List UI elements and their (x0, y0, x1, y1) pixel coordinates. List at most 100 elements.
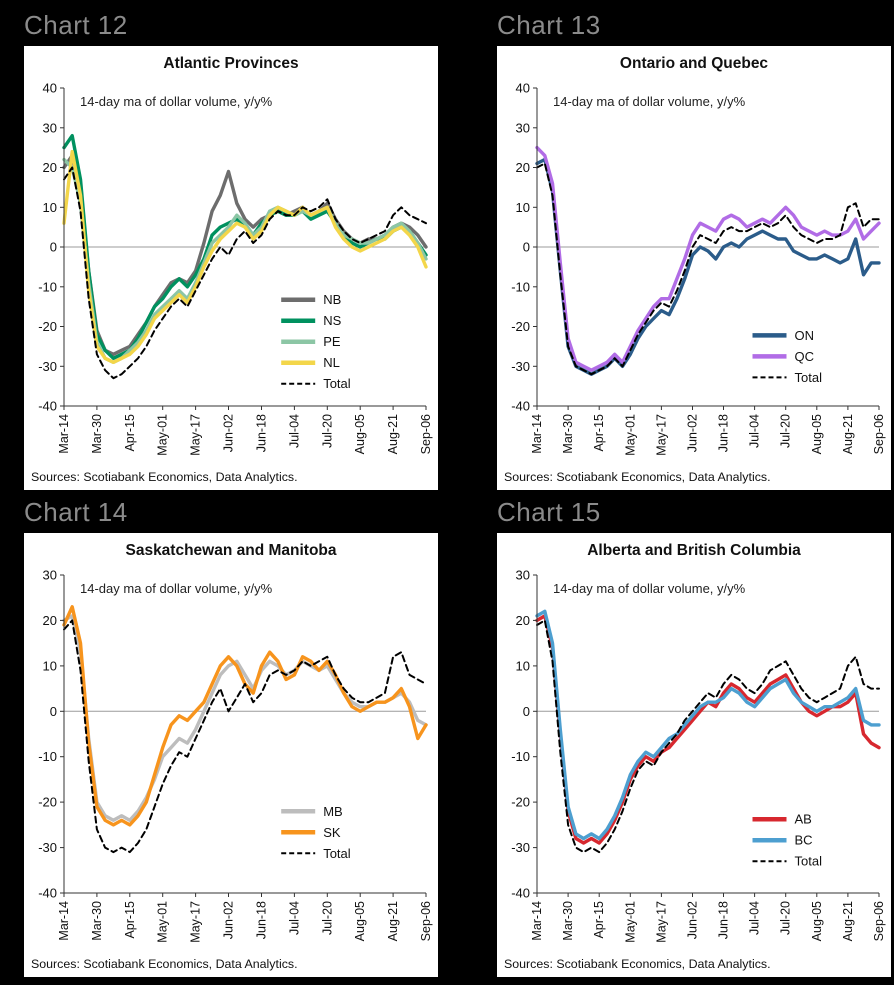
chart-15-header: Chart 15 (497, 497, 601, 527)
chart-12-subtitle: 14-day ma of dollar volume, y/y% (80, 94, 273, 109)
chart-14-panel: Saskatchewan and Manitoba 14-day ma of d… (24, 533, 438, 977)
y-tick-label: -30 (511, 840, 530, 855)
y-tick-label: 30 (516, 568, 530, 583)
y-tick-label: 10 (516, 658, 530, 673)
chart-14-title: Saskatchewan and Manitoba (125, 542, 337, 559)
x-tick-label: Apr-15 (592, 414, 606, 452)
x-tick-label: Apr-15 (592, 901, 606, 939)
x-tick-label: May-01 (156, 901, 170, 943)
legend-label-total: Total (323, 846, 351, 861)
chart-13-title: Ontario and Quebec (619, 55, 769, 72)
legend-label-mb: MB (323, 804, 343, 819)
y-tick-label: 20 (516, 160, 530, 175)
x-tick-label: Sep-06 (419, 901, 433, 941)
y-tick-label: 0 (523, 240, 530, 255)
x-tick-label: May-17 (189, 901, 203, 943)
y-tick-label: 20 (43, 160, 57, 175)
y-tick-label: 40 (43, 81, 57, 96)
y-tick-label: 10 (516, 200, 530, 215)
y-tick-label: -20 (38, 795, 57, 810)
y-tick-label: 0 (50, 240, 57, 255)
chart-12-title: Atlantic Provinces (163, 55, 299, 72)
y-tick-label: -30 (38, 359, 57, 374)
chart-14-header: Chart 14 (24, 497, 128, 527)
y-tick-label: -10 (511, 749, 530, 764)
series-line-mb (62, 614, 428, 822)
x-tick-label: Aug-05 (353, 901, 367, 941)
y-tick-label: 30 (516, 120, 530, 135)
chart-15-block: Chart 15 Alberta and British Columbia 14… (497, 497, 891, 977)
legend-label-nl: NL (323, 355, 340, 370)
y-tick-label: -40 (511, 399, 530, 414)
y-tick-label: 10 (43, 658, 57, 673)
chart-13-subtitle: 14-day ma of dollar volume, y/y% (553, 94, 746, 109)
chart-13-header: Chart 13 (497, 10, 601, 40)
x-tick-label: Mar-30 (90, 901, 104, 941)
x-tick-label: Jun-18 (717, 414, 731, 452)
x-tick-label: Aug-21 (841, 414, 855, 454)
y-tick-label: -30 (38, 840, 57, 855)
x-tick-label: Mar-30 (561, 901, 575, 941)
series-line-qc (535, 145, 881, 372)
x-tick-label: Jul-20 (779, 414, 793, 448)
y-tick-label: 20 (43, 613, 57, 628)
x-tick-label: Aug-05 (810, 901, 824, 941)
legend-label-bc: BC (795, 833, 813, 848)
x-tick-label: Aug-21 (841, 901, 855, 941)
chart-14-sources: Sources: Scotiabank Economics, Data Anal… (31, 957, 298, 971)
x-tick-label: Jun-02 (222, 901, 236, 939)
series-line-sk (62, 605, 428, 827)
y-tick-label: -40 (511, 886, 530, 901)
chart-12-block: Chart 12 Atlantic Provinces 14-day ma of… (24, 10, 438, 490)
y-tick-label: -10 (511, 279, 530, 294)
y-tick-label: 30 (43, 120, 57, 135)
x-tick-label: Jun-02 (222, 414, 236, 452)
y-tick-label: -30 (511, 359, 530, 374)
series-line-total (63, 619, 427, 854)
legend-label-total: Total (323, 376, 351, 391)
chart-12-header: Chart 12 (24, 10, 128, 40)
x-tick-label: Jul-20 (779, 901, 793, 935)
series-line-bc (535, 609, 881, 841)
series-line-nb (62, 153, 428, 356)
legend-label-nb: NB (323, 292, 341, 307)
legend-label-sk: SK (323, 825, 341, 840)
x-tick-label: Jul-04 (748, 414, 762, 448)
y-tick-label: 0 (523, 704, 530, 719)
chart-14-subtitle: 14-day ma of dollar volume, y/y% (80, 581, 273, 596)
series-line-on (535, 157, 881, 376)
chart-15-subtitle: 14-day ma of dollar volume, y/y% (553, 581, 746, 596)
x-tick-label: Jun-18 (717, 901, 731, 939)
y-tick-label: 10 (43, 200, 57, 215)
x-tick-label: Aug-05 (810, 414, 824, 454)
y-tick-label: -20 (38, 319, 57, 334)
chart-13-sources: Sources: Scotiabank Economics, Data Anal… (504, 470, 771, 484)
x-tick-label: Jul-20 (320, 901, 334, 935)
y-tick-label: -20 (511, 795, 530, 810)
x-tick-label: Sep-06 (419, 414, 433, 454)
x-tick-label: May-17 (654, 414, 668, 456)
y-tick-label: -10 (38, 279, 57, 294)
x-tick-label: Jun-18 (255, 901, 269, 939)
x-tick-label: Mar-14 (57, 901, 71, 941)
series-line-total (536, 619, 880, 854)
series-line-total (536, 162, 880, 376)
legend-label-total: Total (795, 370, 823, 385)
x-tick-label: Mar-30 (561, 414, 575, 454)
y-tick-label: -40 (38, 399, 57, 414)
series-line-total (63, 166, 427, 380)
x-tick-label: Mar-14 (530, 414, 544, 454)
chart-15-title: Alberta and British Columbia (587, 542, 801, 559)
y-tick-label: 30 (43, 568, 57, 583)
chart-15-panel: Alberta and British Columbia 14-day ma o… (497, 533, 891, 977)
legend-label-ab: AB (795, 812, 812, 827)
y-tick-label: 20 (516, 613, 530, 628)
legend-label-on: ON (795, 328, 815, 343)
x-tick-label: Jul-20 (320, 414, 334, 448)
chart-12-sources: Sources: Scotiabank Economics, Data Anal… (31, 470, 298, 484)
